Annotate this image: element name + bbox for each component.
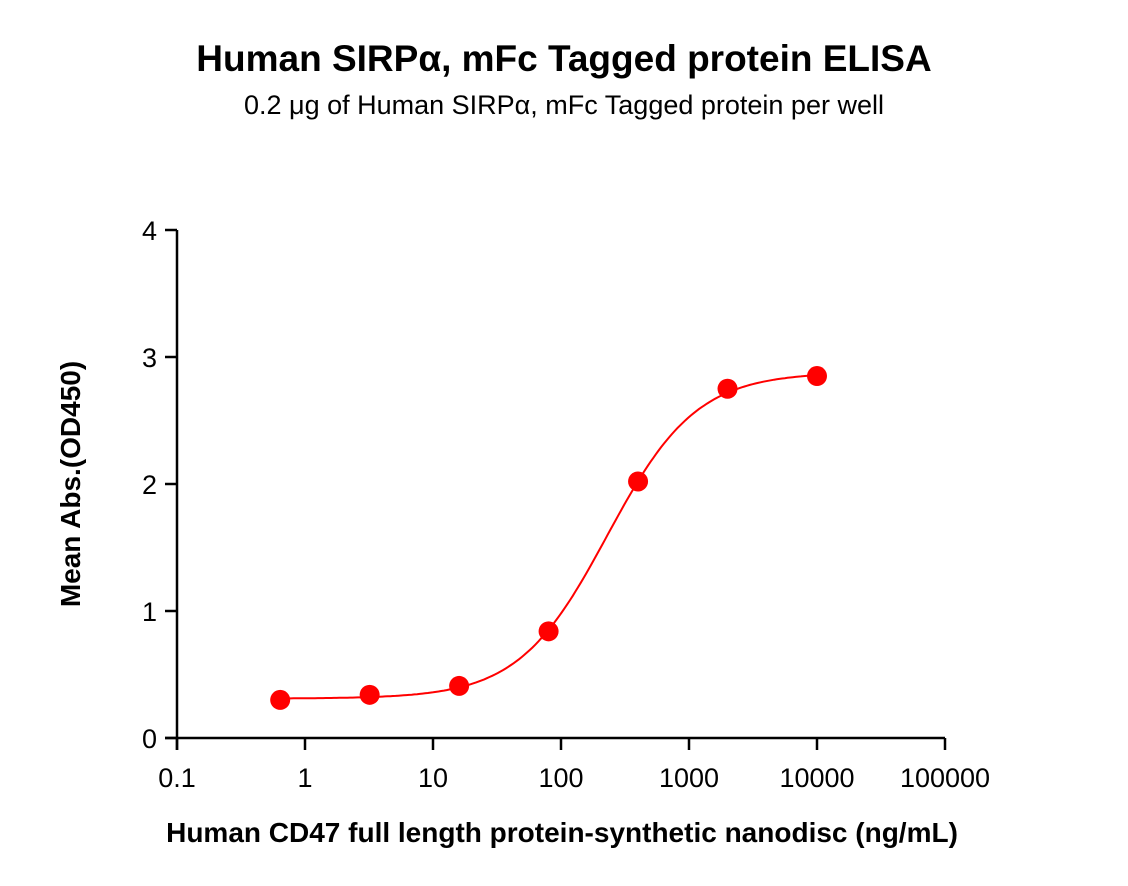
x-tick-label: 100 xyxy=(538,763,583,793)
fit-curve xyxy=(280,374,818,700)
x-tick-label: 10 xyxy=(418,763,448,793)
data-point xyxy=(628,471,649,492)
chart-subtitle: 0.2 μg of Human SIRPα, mFc Tagged protei… xyxy=(244,90,884,120)
y-axis-label: Mean Abs.(OD450) xyxy=(55,361,86,607)
data-point xyxy=(717,378,738,399)
x-tick-label: 1 xyxy=(297,763,312,793)
x-axis-label: Human CD47 full length protein-synthetic… xyxy=(166,817,958,848)
data-point xyxy=(538,621,559,642)
y-tick-label: 2 xyxy=(142,470,157,500)
data-point xyxy=(270,689,291,710)
data-points xyxy=(270,366,827,710)
data-point xyxy=(449,675,470,696)
x-tick-label: 1000 xyxy=(659,763,719,793)
y-tick-label: 1 xyxy=(142,597,157,627)
axes: 0 1 2 3 4 0.1 1 10 100 1000 10000 100000 xyxy=(142,216,990,793)
data-point xyxy=(359,684,380,705)
y-tick-label: 3 xyxy=(142,343,157,373)
y-tick-label: 4 xyxy=(142,216,157,246)
x-tick-label: 0.1 xyxy=(158,763,196,793)
chart-title: Human SIRPα, mFc Tagged protein ELISA xyxy=(196,38,932,79)
x-tick-label: 100000 xyxy=(900,763,990,793)
data-point xyxy=(807,366,827,387)
y-tick-label: 0 xyxy=(142,724,157,754)
x-tick-label: 10000 xyxy=(779,763,854,793)
